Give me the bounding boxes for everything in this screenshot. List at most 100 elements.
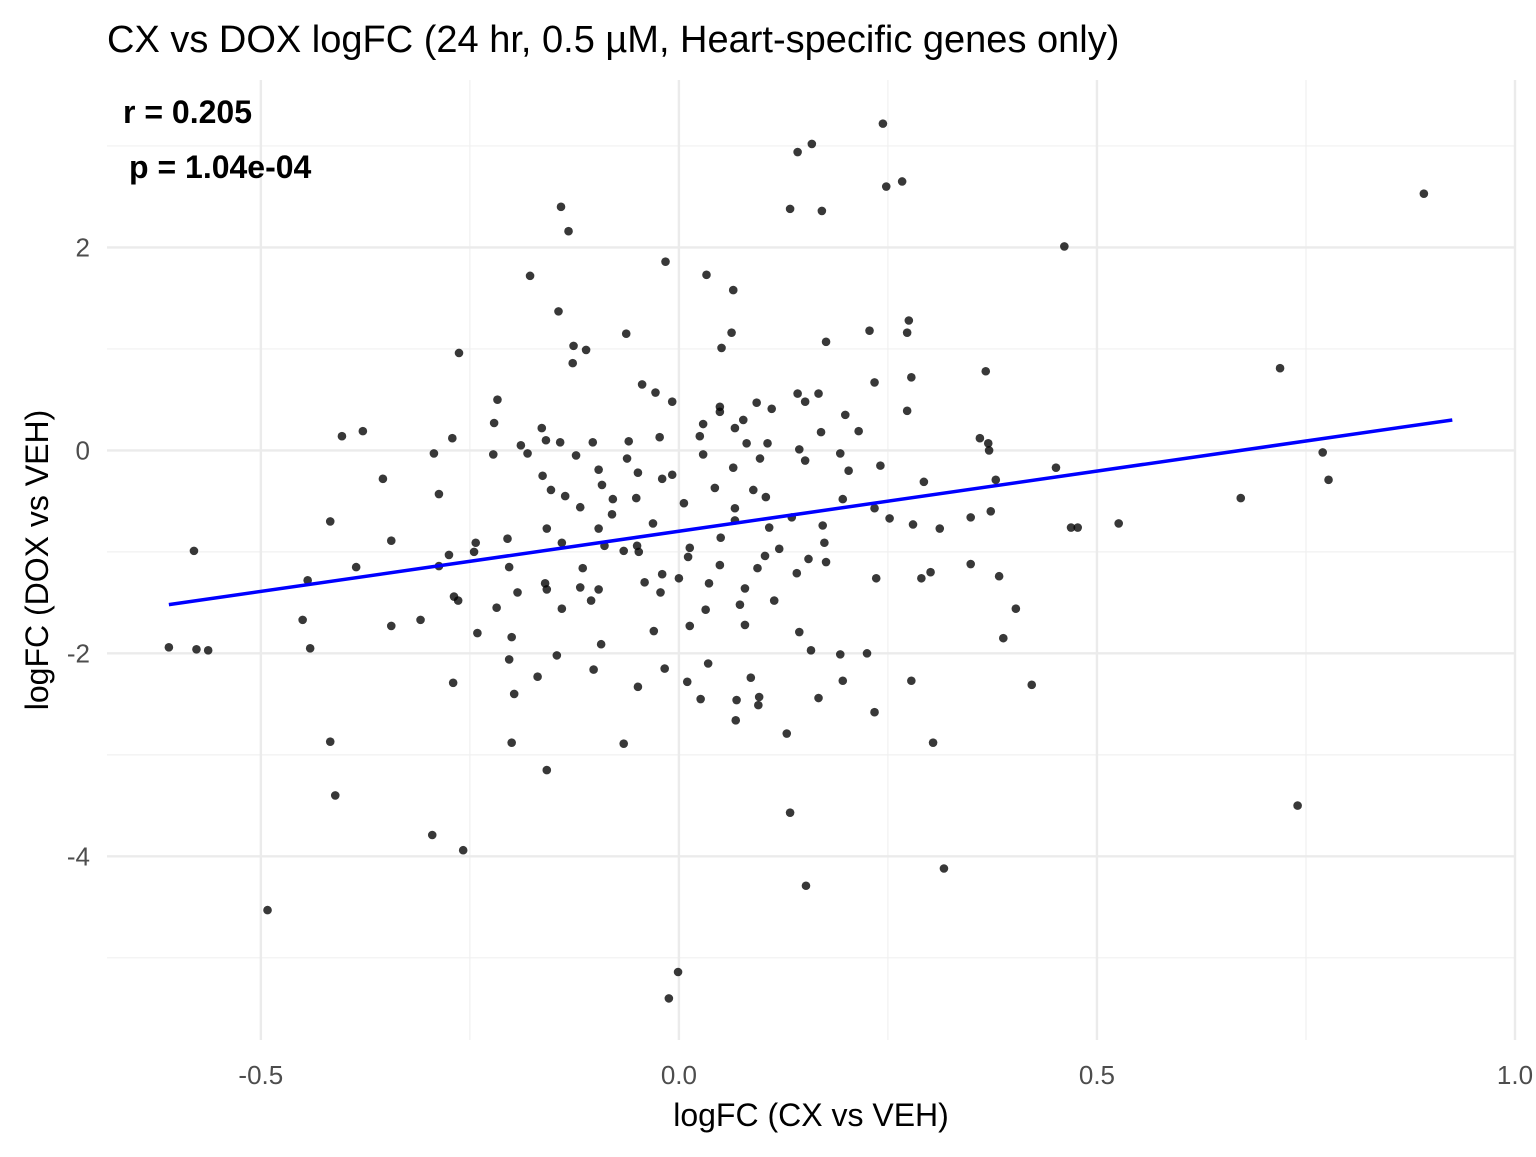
data-point [608, 494, 618, 504]
x-tick-label: 0.0 [661, 1060, 697, 1090]
data-point [458, 845, 468, 855]
data-point [552, 651, 562, 660]
data-point [704, 579, 714, 588]
data-point [416, 615, 425, 625]
data-point [192, 645, 201, 654]
data-point [870, 707, 879, 717]
data-point [838, 494, 848, 504]
data-point [516, 441, 526, 450]
data-point [717, 343, 726, 353]
data-point [782, 729, 792, 738]
data-point [907, 676, 916, 686]
data-point [814, 389, 823, 398]
data-point [865, 326, 874, 335]
data-point [555, 437, 565, 447]
data-point [556, 202, 566, 212]
data-point [492, 603, 501, 612]
data-point [631, 493, 641, 503]
data-point [619, 739, 629, 748]
data-point [358, 426, 368, 436]
data-point [493, 395, 502, 404]
data-point [596, 639, 606, 649]
data-point [966, 513, 975, 522]
data-point [594, 524, 603, 533]
data-point [715, 560, 725, 570]
data-point [571, 451, 581, 460]
data-point [731, 716, 741, 725]
data-point [523, 449, 532, 458]
data-point [648, 519, 658, 528]
data-point [755, 454, 765, 463]
y-tick-label: -2 [67, 638, 90, 668]
data-point [804, 554, 813, 564]
data-point [854, 426, 863, 436]
data-point [703, 659, 713, 668]
data-point [794, 627, 804, 637]
data-point [870, 503, 879, 513]
data-point [554, 307, 563, 316]
data-point [749, 485, 758, 495]
data-point [588, 437, 598, 447]
data-point [569, 341, 578, 351]
data-point [427, 830, 437, 840]
data-point [504, 655, 514, 664]
data-point [469, 547, 479, 557]
data-point [509, 689, 519, 699]
x-tick-label: 0.5 [1079, 1060, 1115, 1090]
data-point [821, 337, 831, 347]
data-point [876, 461, 885, 470]
data-point [667, 470, 677, 480]
data-point [263, 905, 272, 915]
data-point [594, 585, 603, 594]
data-point [774, 544, 784, 554]
data-point [660, 664, 669, 673]
data-point [557, 604, 567, 614]
data-point [164, 642, 174, 652]
data-point [794, 445, 804, 454]
data-point [904, 316, 914, 325]
data-point [1073, 523, 1083, 532]
data-point [325, 737, 335, 746]
data-point [742, 438, 751, 448]
data-point [1236, 493, 1246, 503]
data-point [1419, 189, 1429, 198]
fit-line-layer [168, 418, 1453, 607]
data-point [785, 808, 795, 817]
data-point [835, 650, 845, 659]
data-point [503, 534, 512, 543]
data-point [696, 694, 705, 704]
data-point [637, 380, 647, 389]
data-point [981, 366, 991, 376]
data-point [983, 438, 993, 448]
data-point [769, 596, 779, 605]
data-point [975, 433, 985, 443]
data-point [337, 431, 347, 441]
data-point [728, 463, 738, 472]
data-point [682, 677, 692, 687]
data-point [840, 410, 850, 420]
data-point [817, 206, 827, 216]
data-point [908, 520, 918, 529]
data-point [298, 615, 307, 625]
data-point [541, 435, 551, 445]
data-point [679, 498, 689, 508]
data-point [622, 454, 632, 463]
data-point [325, 517, 335, 526]
y-tick-label: 2 [76, 232, 90, 262]
data-point [897, 177, 907, 186]
data-point [871, 573, 881, 583]
data-point [820, 538, 829, 548]
data-point [674, 573, 684, 583]
data-point [701, 605, 710, 615]
data-point [816, 427, 826, 437]
data-point [928, 738, 938, 747]
data-point [489, 418, 499, 428]
fit-line [168, 418, 1453, 607]
data-point [661, 257, 670, 266]
data-point [429, 449, 439, 458]
data-point [621, 329, 631, 338]
data-point [305, 643, 315, 653]
data-point [685, 543, 695, 553]
data-point [740, 620, 750, 630]
